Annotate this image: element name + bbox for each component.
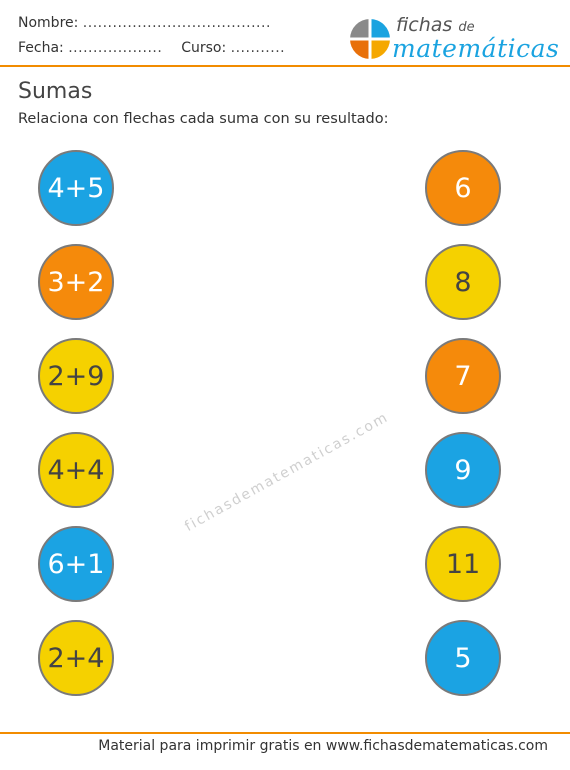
result-circle-1[interactable]: 6 bbox=[425, 150, 501, 226]
page-title: Sumas bbox=[18, 79, 93, 104]
sum-circle-5[interactable]: 6+1 bbox=[38, 526, 114, 602]
logo-pie-icon bbox=[348, 17, 392, 61]
result-circle-3[interactable]: 7 bbox=[425, 338, 501, 414]
sum-circle-4[interactable]: 4+4 bbox=[38, 432, 114, 508]
nombre-field: Nombre: ................................… bbox=[18, 15, 271, 31]
footer-text: Material para imprimir gratis en www.fic… bbox=[98, 738, 548, 754]
logo-word-de: de bbox=[458, 20, 475, 35]
curso-label: Curso: bbox=[181, 40, 227, 56]
sum-circle-3[interactable]: 2+9 bbox=[38, 338, 114, 414]
sum-circle-1[interactable]: 4+5 bbox=[38, 150, 114, 226]
curso-dots: ........... bbox=[230, 40, 286, 56]
nombre-dots: ...................................... bbox=[82, 15, 271, 31]
instructions: Relaciona con flechas cada suma con su r… bbox=[18, 111, 389, 127]
result-circle-5[interactable]: 11 bbox=[425, 526, 501, 602]
sum-circle-6[interactable]: 2+4 bbox=[38, 620, 114, 696]
result-circle-6[interactable]: 5 bbox=[425, 620, 501, 696]
sum-circle-2[interactable]: 3+2 bbox=[38, 244, 114, 320]
fecha-dots: ................... bbox=[68, 40, 163, 56]
logo: fichas de matemáticas bbox=[348, 14, 560, 64]
logo-word-fichas: fichas de bbox=[396, 14, 475, 36]
fecha-curso-field: Fecha: ................... Curso: ......… bbox=[18, 40, 285, 56]
fecha-label: Fecha: bbox=[18, 40, 64, 56]
footer-divider bbox=[0, 732, 570, 734]
watermark: fichasdematematicas.com bbox=[182, 409, 392, 535]
logo-word-matematicas: matemáticas bbox=[392, 34, 560, 63]
nombre-label: Nombre: bbox=[18, 15, 79, 31]
result-circle-4[interactable]: 9 bbox=[425, 432, 501, 508]
header-divider bbox=[0, 65, 570, 67]
result-circle-2[interactable]: 8 bbox=[425, 244, 501, 320]
